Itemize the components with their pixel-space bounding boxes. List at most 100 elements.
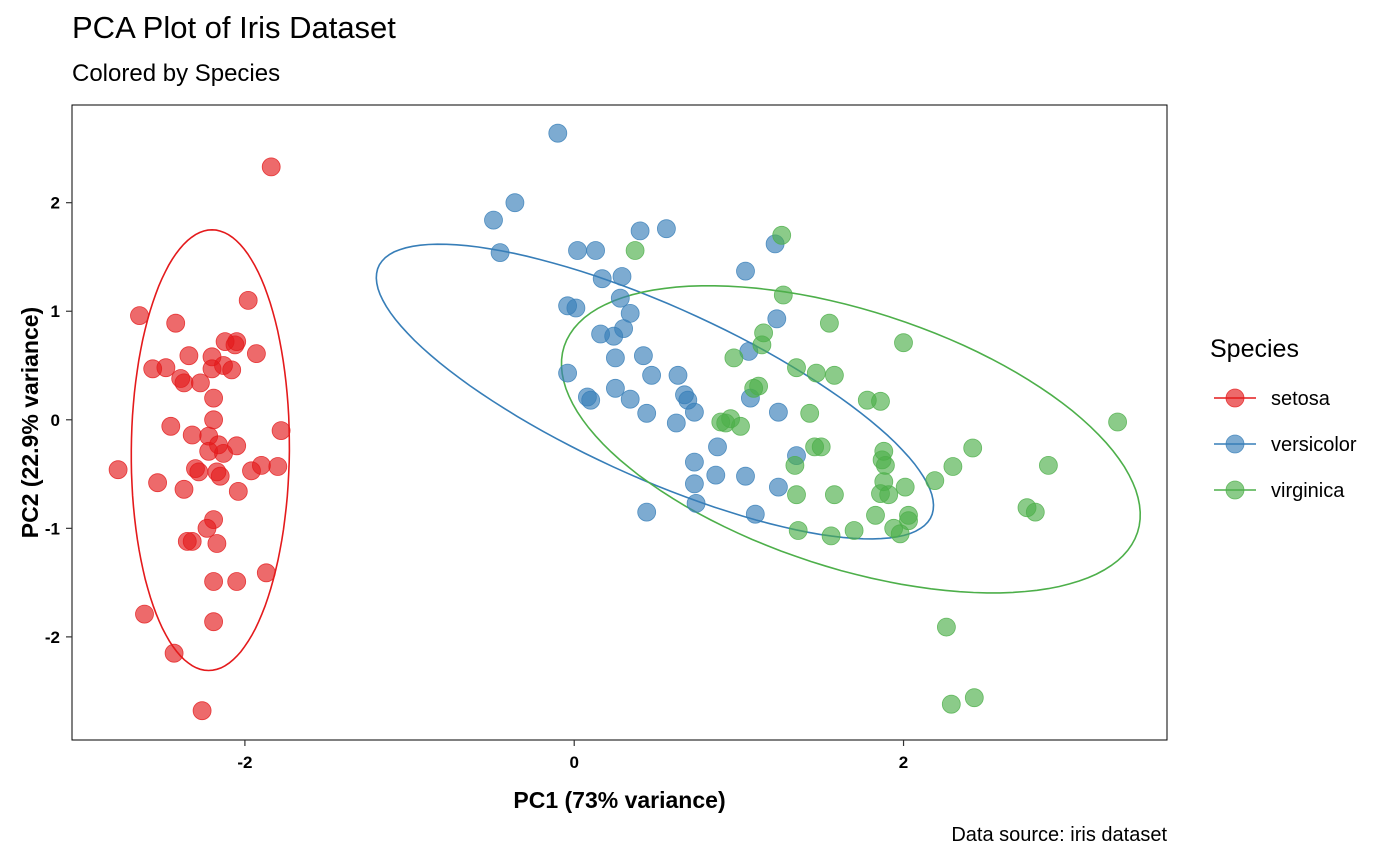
x-axis-title: PC1 (73% variance)	[513, 787, 725, 813]
x-tick-label: 2	[899, 753, 908, 772]
y-tick-label: -2	[45, 628, 60, 647]
setosa-point	[227, 436, 247, 456]
confidence-ellipses	[130, 228, 1142, 672]
virginica-point	[825, 485, 844, 505]
setosa-point	[143, 359, 163, 379]
legend-key-point-virginica	[1225, 480, 1245, 500]
virginica-point	[1025, 502, 1045, 522]
versicolor-point	[686, 493, 706, 513]
setosa-point	[192, 701, 212, 721]
virginica-point	[1039, 455, 1058, 475]
versicolor-point	[630, 221, 650, 241]
versicolor-point	[685, 452, 704, 472]
setosa-point	[238, 290, 258, 310]
x-tick-label: 0	[569, 753, 578, 772]
virginica-point	[963, 438, 983, 458]
virginica-point	[821, 526, 841, 546]
setosa-point	[130, 306, 149, 326]
setosa-point	[164, 643, 184, 663]
setosa-point	[210, 466, 230, 486]
versicolor-point	[637, 502, 657, 522]
setosa-point	[174, 479, 194, 499]
setosa-point	[246, 344, 266, 364]
setosa-point	[227, 332, 247, 352]
versicolor-point	[657, 219, 676, 239]
y-tick-label: 0	[51, 411, 60, 430]
versicolor-point	[634, 346, 653, 366]
virginica-point	[711, 412, 731, 432]
setosa-point	[228, 481, 248, 501]
versicolor-point	[736, 261, 755, 281]
virginica-point	[825, 365, 844, 385]
setosa-point	[148, 473, 168, 493]
virginica-point	[752, 335, 772, 355]
versicolor-point	[586, 241, 605, 260]
versicolor-point	[484, 210, 503, 230]
versicolor-point	[769, 402, 788, 422]
virginica-point	[811, 437, 831, 457]
versicolor-point	[612, 267, 632, 286]
setosa-point	[182, 532, 202, 551]
legend-key-point-setosa	[1225, 388, 1245, 408]
versicolor-point	[620, 389, 640, 409]
setosa-point	[166, 313, 186, 333]
legend-label-versicolor: versicolor	[1271, 434, 1357, 456]
setosa-point	[204, 388, 224, 408]
chart-subtitle: Colored by Species	[72, 60, 281, 87]
chart-title: PCA Plot of Iris Dataset	[72, 10, 396, 45]
setosa-point	[204, 410, 224, 430]
versicolor-point	[666, 413, 686, 433]
virginica-point	[773, 285, 793, 305]
versicolor-point	[642, 365, 661, 385]
versicolor-point	[558, 363, 577, 383]
versicolor-point	[637, 403, 657, 423]
legend-title: Species	[1210, 335, 1299, 363]
virginica-point	[879, 485, 899, 505]
versicolor-ellipse	[375, 243, 935, 540]
y-axis: -2 -1 0 1 2	[45, 194, 72, 647]
virginica-point	[943, 457, 963, 476]
setosa-point	[161, 416, 181, 436]
virginica-point	[890, 524, 910, 544]
virginica-point	[787, 358, 806, 378]
versicolor-point	[606, 378, 625, 398]
virginica-point	[724, 348, 744, 368]
y-axis-title: PC2 (22.9% variance)	[17, 307, 43, 538]
plot-panel	[71, 104, 1168, 741]
virginica-point	[937, 617, 956, 637]
setosa-point	[207, 534, 227, 553]
virginica-point	[866, 505, 885, 525]
virginica-point	[941, 694, 961, 714]
setosa-point	[135, 604, 154, 624]
versicolor-point	[668, 365, 688, 385]
setosa-point	[190, 373, 210, 393]
virginica-point	[800, 403, 820, 423]
data-points	[108, 123, 1127, 721]
setosa-point	[222, 360, 242, 380]
setosa-point	[268, 457, 288, 476]
versicolor-point	[604, 326, 624, 346]
setosa-point	[174, 373, 194, 393]
versicolor-point	[568, 241, 587, 260]
virginica-point	[876, 455, 895, 475]
virginica-point	[787, 485, 806, 505]
panel-border	[71, 104, 1168, 741]
virginica-point	[844, 521, 864, 540]
virginica-point	[625, 241, 645, 260]
versicolor-point	[566, 298, 586, 318]
virginica-point	[785, 455, 805, 475]
y-tick-label: 2	[51, 194, 60, 213]
versicolor-point	[745, 504, 765, 524]
versicolor-point	[706, 465, 726, 485]
setosa-point	[199, 441, 219, 461]
setosa-point	[261, 157, 281, 177]
legend-label-setosa: setosa	[1271, 388, 1331, 410]
setosa-point	[227, 572, 247, 591]
setosa-point	[251, 455, 271, 475]
setosa-point	[204, 572, 224, 591]
legend-label-virginica: virginica	[1271, 480, 1345, 502]
versicolor-point	[505, 193, 525, 213]
setosa-point	[108, 460, 128, 480]
y-tick-label: -1	[45, 519, 60, 538]
